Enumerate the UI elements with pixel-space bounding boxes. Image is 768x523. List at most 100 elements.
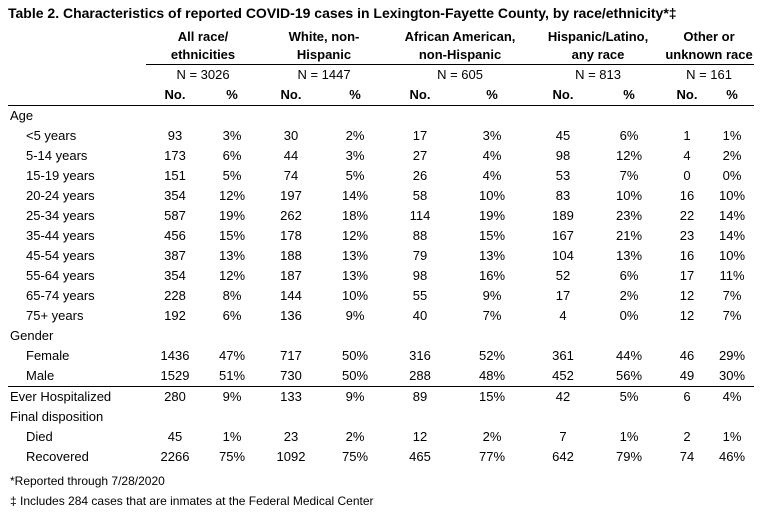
count-cell: 133 <box>260 386 322 407</box>
count-cell <box>664 326 710 346</box>
count-cell: 93 <box>167 128 183 143</box>
percent-cell <box>322 105 389 126</box>
table-row: Female 1436 47% 717 50% 316 52% 361 44% 46 29% <box>8 346 754 366</box>
percent-cell: 13% <box>616 248 643 263</box>
percent-cell: 13% <box>218 248 246 263</box>
row-label: Ever Hospitalized <box>8 386 146 407</box>
count-cell: 456 <box>164 228 186 243</box>
count-cell: 188 <box>280 248 302 263</box>
percent-cell: 14% <box>719 228 746 243</box>
percent-cell: 3% <box>482 128 502 143</box>
percent-cell <box>452 407 532 427</box>
table-row: 55-64 years 354 12% 187 13% 98 16% 52 6% 17 11% <box>8 266 754 286</box>
percent-cell <box>710 105 755 126</box>
count-cell <box>388 407 452 427</box>
count-cell <box>146 326 204 346</box>
percent-cell: 52% <box>479 348 506 363</box>
count-cell <box>260 407 322 427</box>
count-cell: 288 <box>409 368 431 383</box>
table-row: Ever Hospitalized 280 9% 133 9% 89 15% 42 5% 6 4% <box>8 386 755 407</box>
percent-cell: 12% <box>218 188 246 203</box>
count-cell: 4 <box>683 148 691 163</box>
percent-cell: 1% <box>722 429 742 444</box>
count-cell: 12 <box>679 288 695 303</box>
percent-cell: 9% <box>482 288 502 303</box>
group-header-line1: All race/ <box>177 29 229 44</box>
count-cell: 173 <box>164 148 186 163</box>
count-cell: 0 <box>683 168 691 183</box>
count-cell: 17 <box>555 288 571 303</box>
count-cell: 452 <box>552 368 574 383</box>
count-cell: 717 <box>280 348 302 363</box>
count-cell: 16 <box>679 248 695 263</box>
count-cell <box>146 105 204 126</box>
count-cell <box>260 326 322 346</box>
percent-cell: 12% <box>341 228 369 243</box>
percent-cell: 19% <box>479 208 506 223</box>
count-cell: 197 <box>280 188 302 203</box>
count-cell: 192 <box>164 308 186 323</box>
header-row-2: ethnicities Hispanic non-Hispanic any ra… <box>8 46 755 65</box>
percent-cell: 51% <box>218 368 246 383</box>
percent-cell: 9% <box>204 386 260 407</box>
count-cell: 12 <box>679 308 695 323</box>
count-cell: 88 <box>412 228 428 243</box>
table-title: Table 2. Characteristics of reported COV… <box>8 5 677 21</box>
count-cell <box>664 407 710 427</box>
percent-cell: 46% <box>719 449 746 464</box>
percent-cell <box>204 105 260 126</box>
group-n: N = 605 <box>437 67 483 82</box>
count-cell: 16 <box>679 188 695 203</box>
percent-cell: 18% <box>341 208 369 223</box>
count-cell: 465 <box>409 449 431 464</box>
percent-cell: 12% <box>218 268 246 283</box>
col-no-header: No. <box>532 85 595 106</box>
count-cell: 114 <box>409 208 431 223</box>
percent-cell: 13% <box>341 268 369 283</box>
percent-cell: 4% <box>482 168 502 183</box>
count-cell: 1092 <box>276 449 306 464</box>
count-cell: 74 <box>679 449 695 464</box>
count-cell: 1 <box>683 128 691 143</box>
section-row: Gender <box>8 326 754 346</box>
table-body: Age <5 years 93 3% 30 2% 17 3% 45 6% 1 1% 5-14 years… <box>8 105 755 468</box>
table-row: 75+ years 192 6% 136 9% 40 7% 4 0% 12 7% <box>8 306 754 326</box>
count-cell: 7 <box>559 429 567 444</box>
percent-cell: 30% <box>719 368 746 383</box>
count-cell <box>664 105 711 126</box>
percent-cell: 23% <box>616 208 643 223</box>
row-label: 15-19 years <box>26 168 95 183</box>
table-row: 15-19 years 151 5% 74 5% 26 4% 53 7% 0 0% <box>8 166 754 186</box>
percent-cell: 2% <box>482 429 502 444</box>
count-cell: 98 <box>555 148 571 163</box>
count-cell: 30 <box>283 128 299 143</box>
count-cell: 730 <box>280 368 302 383</box>
percent-cell <box>204 407 260 427</box>
row-label: Recovered <box>26 449 89 464</box>
row-label: 20-24 years <box>26 188 95 203</box>
row-label: 75+ years <box>26 308 84 323</box>
count-cell <box>388 326 452 346</box>
count-cell <box>388 105 453 126</box>
count-cell: 144 <box>280 288 302 303</box>
count-cell: 17 <box>412 128 428 143</box>
percent-cell: 10% <box>719 248 746 263</box>
count-cell: 316 <box>409 348 431 363</box>
header-row-1: All race/ White, non- African American, … <box>8 28 754 46</box>
percent-cell: 50% <box>341 348 369 363</box>
count-cell: 98 <box>412 268 428 283</box>
percent-cell: 5% <box>345 168 365 183</box>
count-cell: 44 <box>283 148 299 163</box>
count-cell: 45 <box>555 128 571 143</box>
count-cell: 387 <box>164 248 186 263</box>
percent-cell: 12% <box>616 148 643 163</box>
percent-cell: 11% <box>719 268 745 283</box>
percent-cell: 10% <box>616 188 643 203</box>
row-label: 45-54 years <box>26 248 95 263</box>
percent-cell: 21% <box>616 228 643 243</box>
count-cell: 354 <box>164 268 186 283</box>
percent-cell: 9% <box>345 308 365 323</box>
percent-cell: 14% <box>719 208 746 223</box>
percent-cell: 3% <box>222 128 242 143</box>
percent-cell: 1% <box>619 429 639 444</box>
